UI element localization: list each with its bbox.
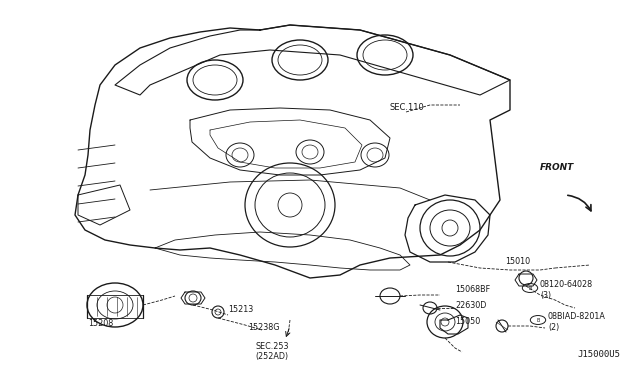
Text: 15068BF: 15068BF [455,285,490,295]
Text: SEC.253
(252AD): SEC.253 (252AD) [255,342,289,362]
Text: 15050: 15050 [455,317,480,327]
Text: 15213: 15213 [228,305,253,314]
Text: J15000U5: J15000U5 [578,350,621,359]
Text: FRONT: FRONT [540,163,574,172]
Text: SEC.110: SEC.110 [390,103,425,112]
Text: 15238G: 15238G [248,324,280,333]
Text: B: B [536,317,540,323]
Text: 15208: 15208 [88,320,113,328]
Text: 08BIAD-8201A
(2): 08BIAD-8201A (2) [548,312,606,332]
Text: 22630D: 22630D [455,301,486,311]
Text: 08120-64028
(3): 08120-64028 (3) [540,280,593,300]
Text: B: B [528,285,532,291]
Text: 15010: 15010 [505,257,530,266]
